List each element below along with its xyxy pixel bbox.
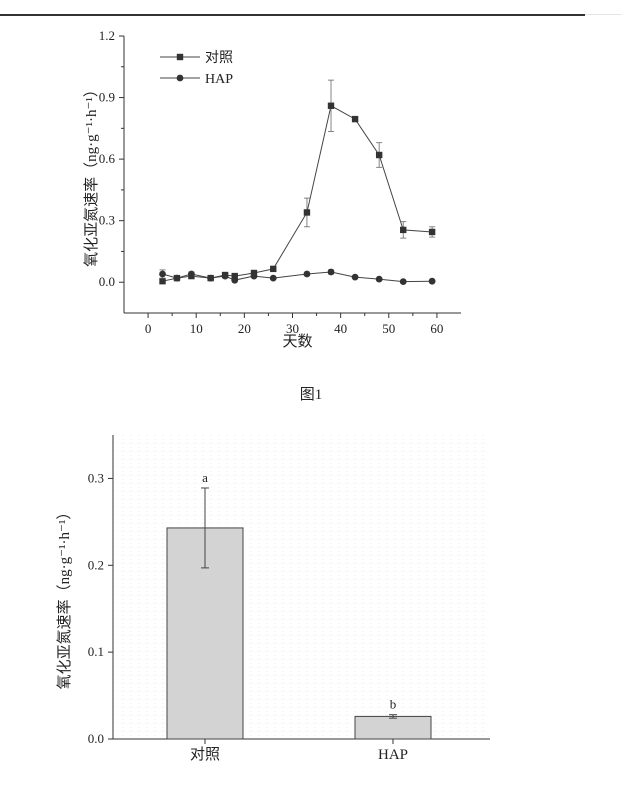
x-tick-label: 0 [145,321,152,336]
y-tick-label: 0.6 [99,151,116,166]
legend-label: HAP [205,72,233,87]
figure-caption: 图1 [299,387,323,403]
legend-label: 对照 [205,50,233,66]
significance-letter: b [390,697,397,712]
y-tick-label: 0.0 [88,731,104,746]
data-point-circle [327,268,335,276]
data-point-circle [351,273,359,281]
data-point-circle [399,278,407,286]
data-point-circle [428,277,436,285]
x-axis-label: 天数 [282,333,312,350]
data-point-square [375,151,383,159]
data-point-circle [303,270,311,278]
top-rule [0,14,585,16]
x-tick-label: HAP [378,747,408,763]
y-tick-label: 0.1 [88,644,104,659]
data-point-square [303,209,311,216]
data-point-square [351,115,359,123]
data-point-square [327,102,335,109]
grid [113,435,490,739]
y-axis-label: 氧化亚氮速率（ng·g⁻¹·h⁻¹） [56,505,73,690]
legend-marker-square [176,53,184,61]
x-tick-label: 30 [286,321,299,336]
y-axis-label: 氧化亚氮速率（ng·g⁻¹·h⁻¹） [83,82,100,267]
y-tick-label: 0.0 [99,274,115,289]
top-rule-faint [585,14,622,15]
y-tick-label: 0.9 [99,90,115,105]
data-point-square [159,277,166,285]
y-tick-label: 0.3 [99,213,115,228]
data-point-circle [231,276,239,284]
data-point-circle [269,274,277,282]
data-point-circle [221,272,229,280]
x-tick-label: 40 [334,321,347,336]
y-tick-label: 0.3 [88,470,104,485]
data-point-square [270,265,277,273]
data-point-circle [173,274,181,282]
x-tick-label: 60 [430,321,443,336]
data-point-square [400,226,407,234]
data-point-circle [375,275,383,283]
data-point-circle [159,270,166,278]
data-point-circle [250,272,258,280]
data-point-circle [207,274,215,282]
x-tick-label: 对照 [190,746,220,763]
y-tick-label: 0.2 [88,557,104,572]
legend-marker-circle [176,74,184,82]
x-tick-label: 10 [190,321,203,336]
significance-letter: a [202,470,208,485]
line-chart: 0.0 0.3 0.6 0.9 1.2 0 10 20 30 40 50 60 天数 氧化亚氮速率（ng·… [83,28,461,350]
bar [354,715,432,740]
x-tick-label: 50 [382,321,395,336]
y-tick-label: 1.2 [99,28,115,43]
x-tick-label: 20 [238,321,251,336]
data-point-circle [188,270,195,278]
series-line [162,105,433,282]
data-point-square [428,228,436,236]
data-point-square [231,272,238,280]
